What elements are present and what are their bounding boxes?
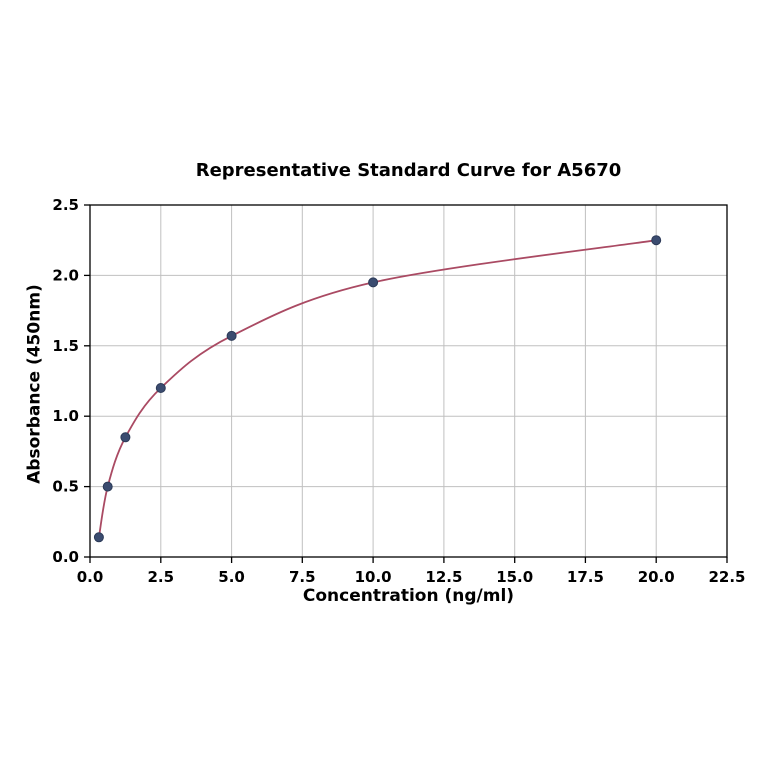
svg-text:10.0: 10.0 [355, 568, 392, 586]
x-axis-label: Concentration (ng/ml) [302, 586, 515, 606]
svg-text:20.0: 20.0 [638, 568, 675, 586]
svg-text:17.5: 17.5 [567, 568, 604, 586]
svg-text:0.0: 0.0 [77, 568, 104, 586]
svg-text:1.5: 1.5 [52, 337, 79, 355]
svg-text:2.5: 2.5 [148, 568, 175, 586]
chart-title: Representative Standard Curve for A5670 [195, 160, 622, 181]
svg-text:15.0: 15.0 [496, 568, 533, 586]
svg-text:7.5: 7.5 [289, 568, 316, 586]
svg-text:2.5: 2.5 [52, 196, 79, 214]
svg-text:12.5: 12.5 [425, 568, 462, 586]
y-axis-label: Absorbance (450nm) [24, 284, 45, 484]
svg-text:2.0: 2.0 [52, 266, 79, 284]
svg-text:22.5: 22.5 [708, 568, 745, 586]
svg-text:1.0: 1.0 [52, 407, 79, 425]
svg-text:0.0: 0.0 [52, 548, 79, 566]
svg-text:5.0: 5.0 [218, 568, 245, 586]
svg-text:0.5: 0.5 [52, 478, 79, 496]
